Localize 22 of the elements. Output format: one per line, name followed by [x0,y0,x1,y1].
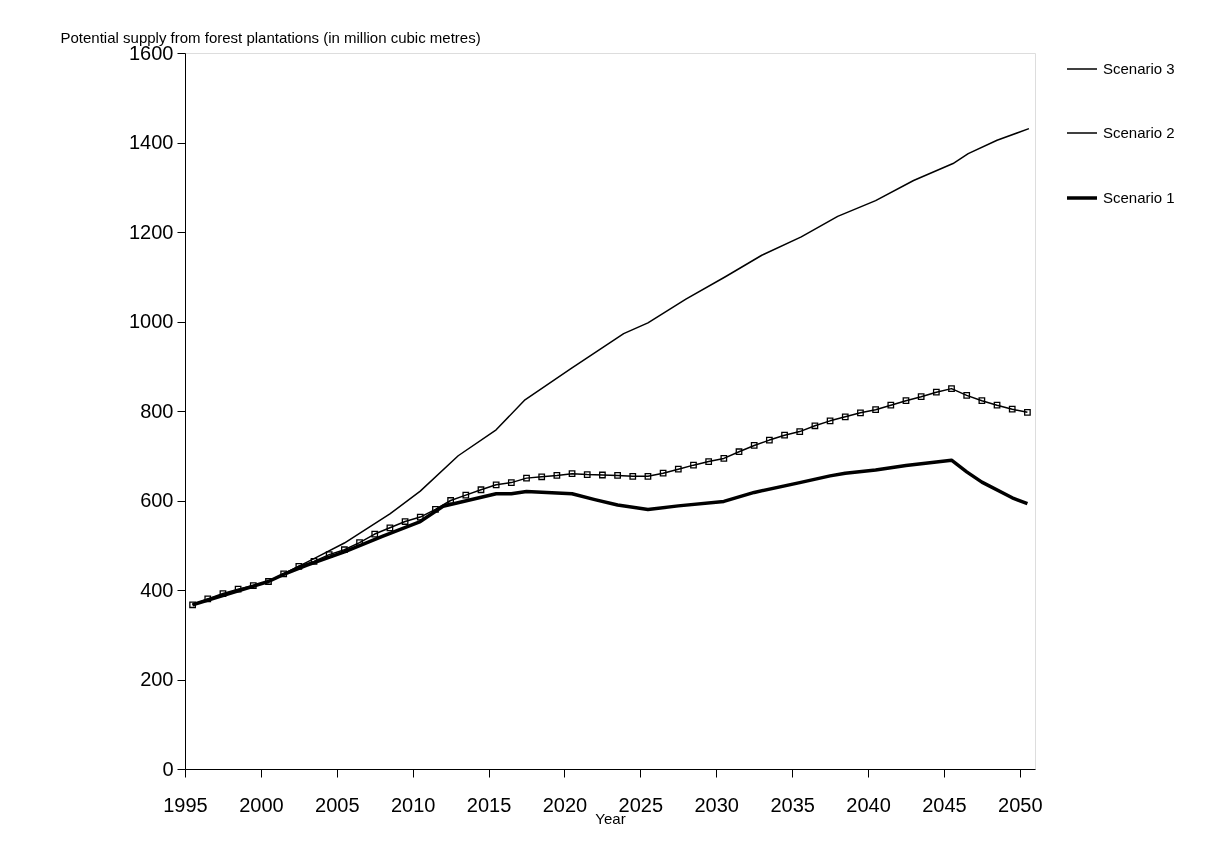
legend-label: Scenario 1 [1103,189,1175,206]
y-tick-label: 1400 [129,131,174,153]
y-tick-label: 1000 [129,310,174,332]
x-tick-label: 2045 [922,793,967,816]
x-tick-label: 2020 [542,793,588,816]
x-tick-label: 2015 [466,793,512,816]
y-tick-label: 800 [140,399,174,422]
x-tick-label: 2010 [390,793,436,816]
y-tick-label: 0 [162,757,174,780]
x-tick-label: 2040 [846,793,891,816]
x-tick-label: 2035 [770,793,815,816]
x-tick-label: 2050 [998,793,1043,816]
x-tick-label: 2000 [239,793,284,816]
y-tick-label: 1200 [129,220,174,243]
legend-label: Scenario 2 [1103,124,1175,141]
y-tick-label: 200 [140,668,174,690]
legend-label: Scenario 3 [1103,60,1175,77]
y-tick-label: 600 [140,489,174,511]
x-tick-label: 2005 [315,793,360,816]
x-tick-label: 1995 [163,793,208,816]
x-tick-label: 2030 [694,793,739,816]
y-tick-label: 400 [140,578,174,601]
